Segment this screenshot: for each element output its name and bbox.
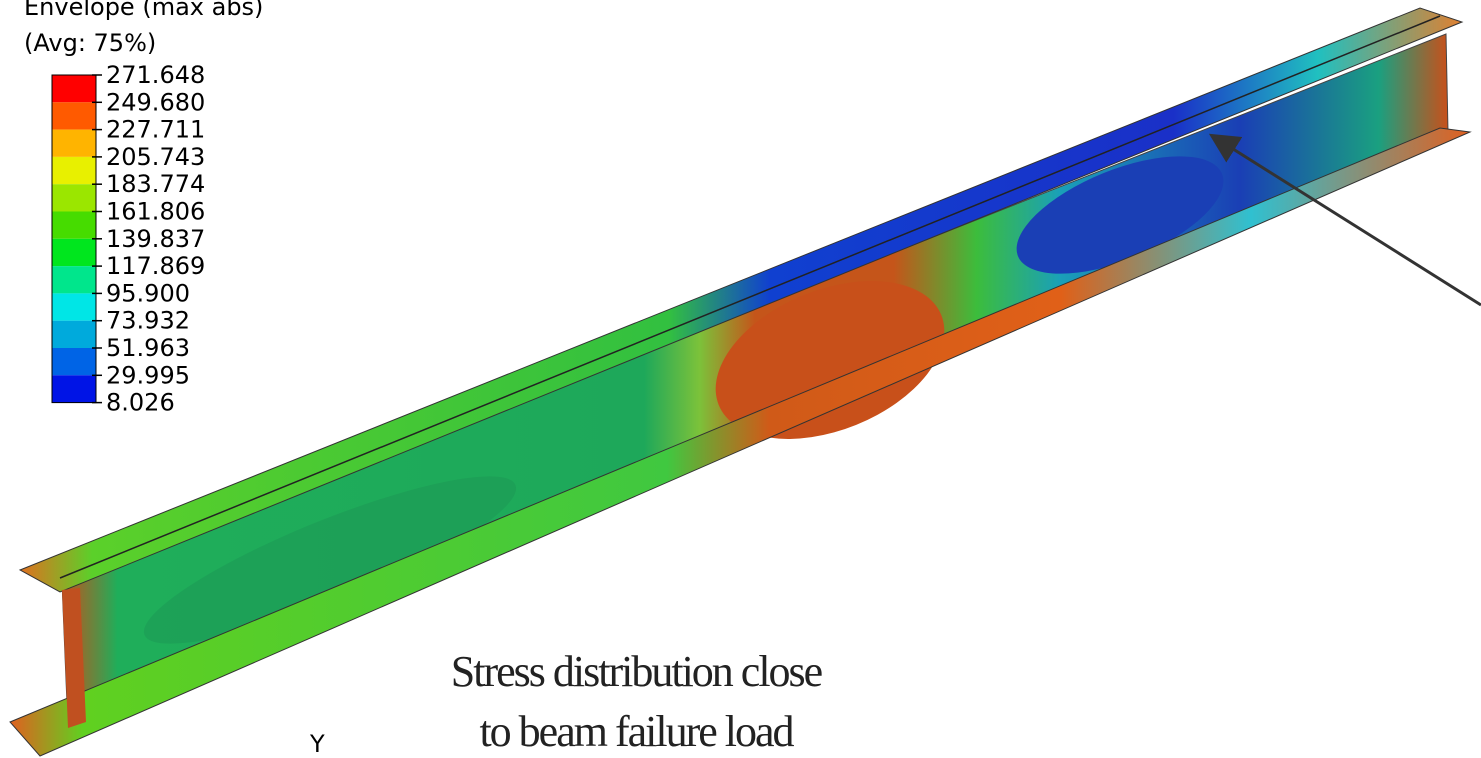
legend-label: 51.963 (106, 334, 190, 362)
legend-swatch (52, 293, 96, 320)
legend: Envelope (max abs) (Avg: 75%) 271.648249… (24, 0, 263, 417)
legend-label: 183.774 (106, 170, 205, 198)
legend-swatch (52, 239, 96, 266)
legend-swatch (52, 157, 96, 184)
legend-swatch (52, 212, 96, 239)
legend-swatch (52, 130, 96, 157)
legend-label: 249.680 (106, 88, 205, 116)
legend-label: 205.743 (106, 143, 205, 171)
legend-label: 271.648 (106, 61, 205, 89)
legend-label: 73.932 (106, 307, 190, 335)
legend-label: 29.995 (106, 361, 190, 389)
legend-subtitle: (Avg: 75%) (24, 29, 156, 57)
legend-swatch (52, 266, 96, 293)
legend-swatch (52, 102, 96, 129)
legend-label: 227.711 (106, 116, 205, 144)
caption-line: to beam failure load (479, 707, 794, 756)
legend-swatch (52, 321, 96, 348)
page: Envelope (max abs) (Avg: 75%) 271.648249… (0, 0, 1481, 758)
legend-swatch (52, 75, 96, 102)
legend-swatch (52, 184, 96, 211)
fea-view: Envelope (max abs) (Avg: 75%) 271.648249… (0, 0, 1481, 758)
legend-label: 117.869 (106, 252, 205, 280)
legend-swatch (52, 375, 96, 402)
legend-label: 95.900 (106, 279, 190, 307)
beam (10, 8, 1470, 756)
caption-line: Stress distribution close (451, 647, 822, 696)
legend-title: Envelope (max abs) (24, 0, 263, 21)
axis-label: Y (309, 730, 325, 758)
legend-label: 8.026 (106, 389, 175, 417)
legend-swatch (52, 348, 96, 375)
legend-label: 161.806 (106, 198, 205, 226)
flange-edge (60, 16, 1440, 578)
legend-label: 139.837 (106, 225, 205, 253)
